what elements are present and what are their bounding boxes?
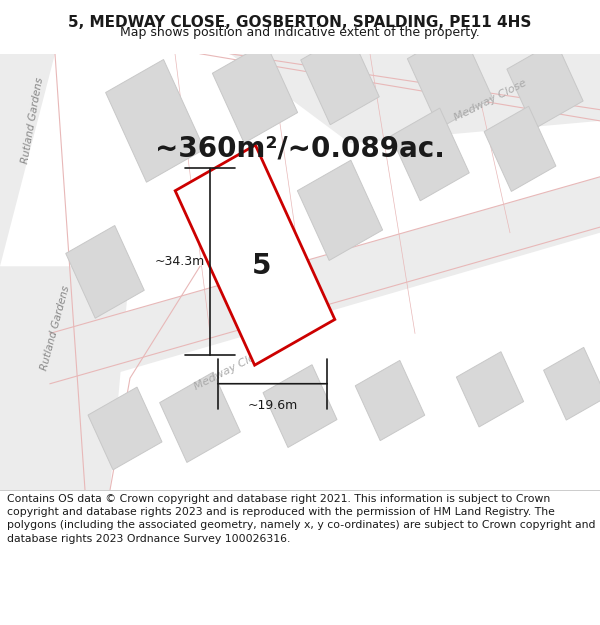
Text: 5: 5 xyxy=(252,253,272,280)
Polygon shape xyxy=(88,387,162,470)
Polygon shape xyxy=(457,352,524,427)
Text: 5, MEDWAY CLOSE, GOSBERTON, SPALDING, PE11 4HS: 5, MEDWAY CLOSE, GOSBERTON, SPALDING, PE… xyxy=(68,15,532,30)
Polygon shape xyxy=(66,226,144,318)
Polygon shape xyxy=(175,145,335,365)
Text: Rutland Gardens: Rutland Gardens xyxy=(20,77,46,165)
Polygon shape xyxy=(407,28,493,129)
Text: Contains OS data © Crown copyright and database right 2021. This information is : Contains OS data © Crown copyright and d… xyxy=(7,494,596,544)
Text: ~360m²/~0.089ac.: ~360m²/~0.089ac. xyxy=(155,135,445,163)
Text: Medway Close: Medway Close xyxy=(452,78,528,123)
Text: Map shows position and indicative extent of the property.: Map shows position and indicative extent… xyxy=(120,26,480,39)
Polygon shape xyxy=(212,42,298,143)
Polygon shape xyxy=(160,372,241,462)
Polygon shape xyxy=(0,54,55,266)
Polygon shape xyxy=(298,160,383,261)
Polygon shape xyxy=(0,266,130,490)
Polygon shape xyxy=(391,108,469,201)
Polygon shape xyxy=(301,32,379,125)
Polygon shape xyxy=(263,365,337,448)
Text: Medway Close: Medway Close xyxy=(192,347,268,392)
Polygon shape xyxy=(544,348,600,420)
Text: ~34.3m: ~34.3m xyxy=(155,255,205,268)
Polygon shape xyxy=(50,177,600,384)
Text: ~19.6m: ~19.6m xyxy=(247,399,298,412)
Polygon shape xyxy=(200,54,600,143)
Polygon shape xyxy=(106,59,205,182)
Text: Rutland Gardens: Rutland Gardens xyxy=(39,284,71,371)
Polygon shape xyxy=(507,41,583,129)
Polygon shape xyxy=(355,361,425,441)
Polygon shape xyxy=(484,106,556,191)
